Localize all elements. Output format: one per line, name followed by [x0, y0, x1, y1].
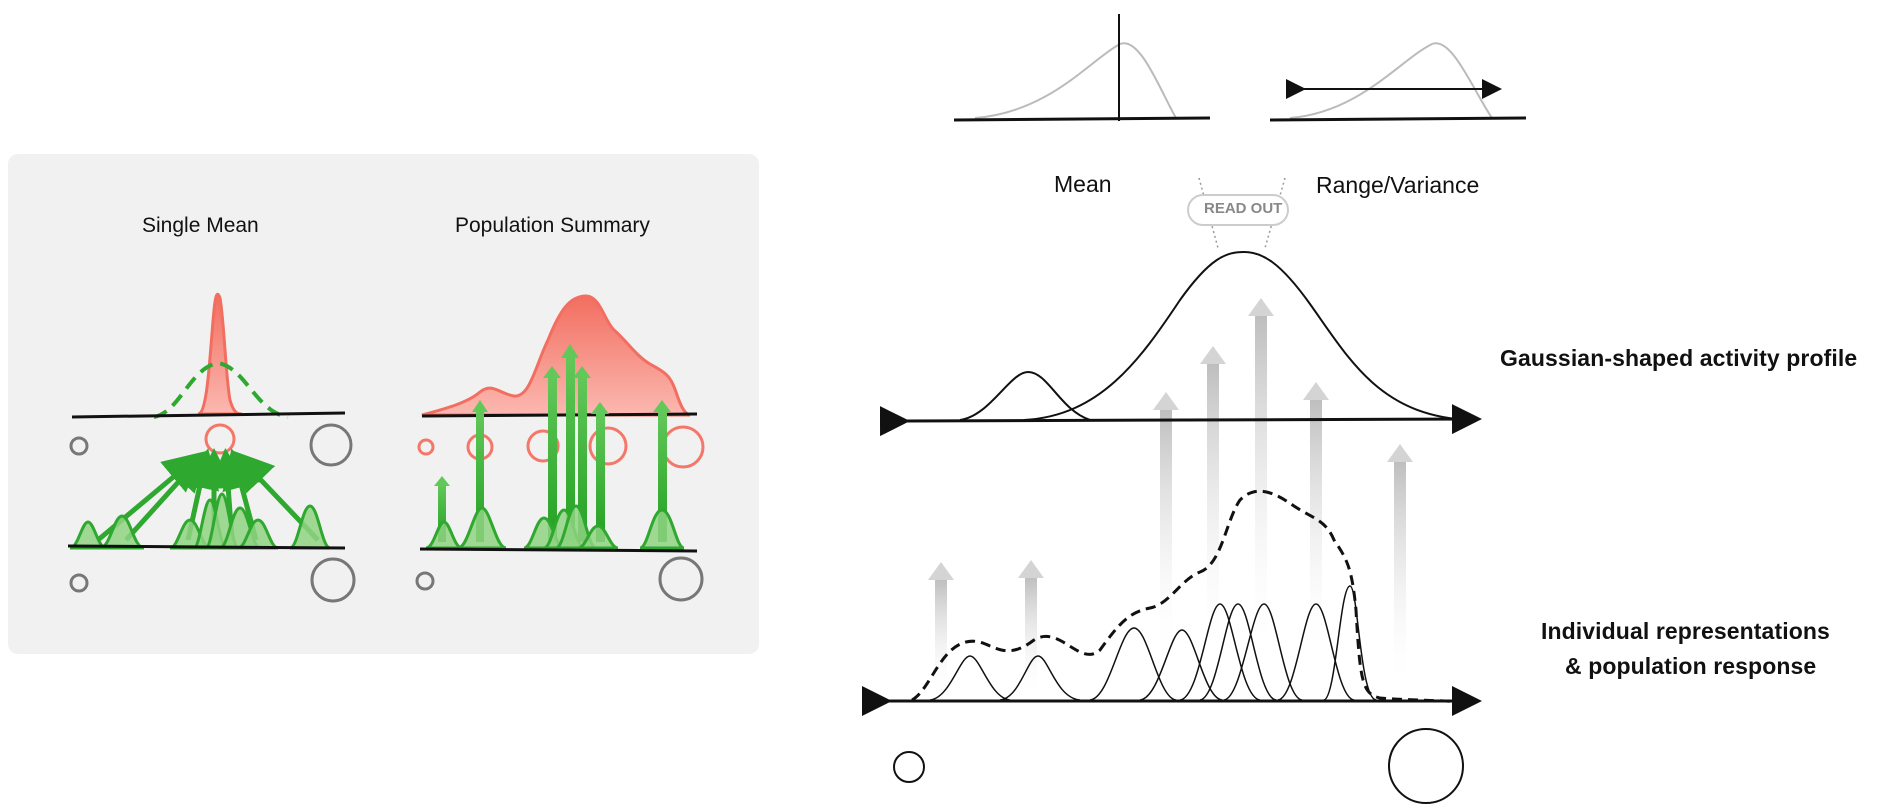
large-circle-icon: [658, 556, 704, 602]
range-inset: [1269, 42, 1527, 122]
readout-pill: [1187, 194, 1289, 226]
population-summary-diagram: [415, 294, 705, 602]
large-circle-icon: [310, 557, 356, 603]
single-mean-upper-axis: [71, 411, 346, 419]
individual-bell-curves: [929, 585, 1377, 701]
range-variance-label: Range/Variance: [1316, 172, 1480, 198]
gaussian-axis: [879, 404, 1482, 437]
main-gaussian-curve: [1023, 250, 1471, 421]
population-red-distribution: [421, 294, 691, 417]
population-lower-axis: [419, 547, 698, 553]
gaussian-profile-title: Gaussian-shaped activity profile: [1500, 345, 1858, 371]
large-circle-icon: [309, 423, 353, 467]
gaussian-profile: [879, 250, 1482, 698]
large-circle-icon: [1388, 728, 1464, 804]
small-circle-icon: [893, 751, 925, 783]
single-mean-red-peak: [197, 292, 243, 416]
individual-representations: [862, 489, 1482, 804]
population-green-bumps: [425, 504, 685, 550]
readout-label: READ OUT: [1204, 200, 1283, 217]
mean-label: Mean: [1054, 171, 1112, 197]
single-mean-dashed-gaussian: [153, 360, 289, 419]
gaussian-gray-arrows: [928, 298, 1413, 698]
individual-title-line2: & population response: [1565, 653, 1817, 679]
small-gaussian-curve: [959, 370, 1091, 421]
single-mean-lower-axis: [67, 544, 346, 550]
single-mean-title: Single Mean: [142, 214, 259, 237]
mean-inset-axis: [953, 116, 1211, 122]
population-green-bars: [434, 344, 671, 542]
individual-title-line1: Individual representations: [1541, 618, 1830, 644]
population-response-dashed: [911, 489, 1467, 704]
range-inset-axis: [1269, 116, 1527, 122]
mean-inset: [953, 14, 1211, 122]
population-upper-axis: [421, 412, 698, 418]
small-circle-icon: [69, 436, 89, 456]
small-circle-icon: [69, 573, 89, 593]
single-mean-diagram: [67, 292, 356, 603]
small-circle-icon: [415, 571, 435, 591]
readout-group: [1187, 177, 1289, 249]
population-summary-title: Population Summary: [455, 214, 650, 237]
